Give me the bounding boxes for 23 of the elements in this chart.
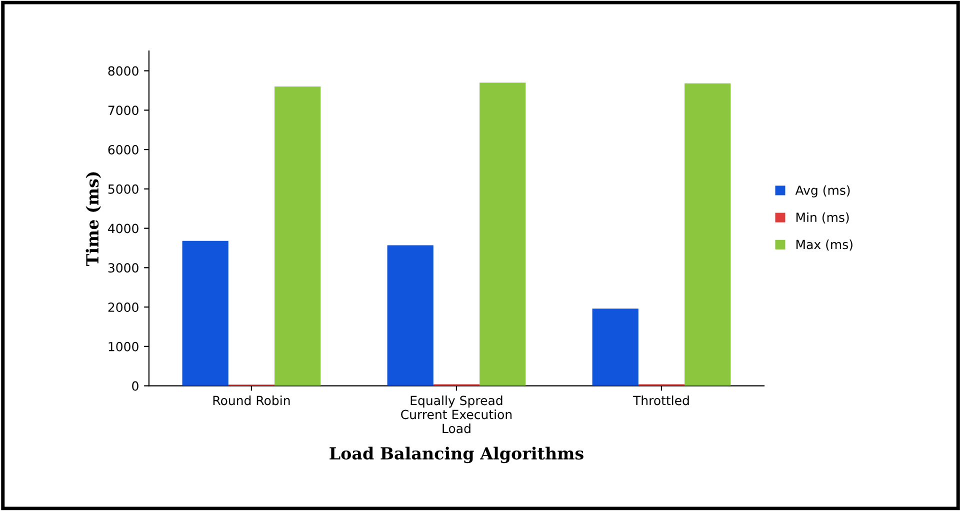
y-tick-label: 2000 [108,302,138,312]
y-tick-label: 7000 [108,106,138,116]
bar [592,308,638,386]
y-tick-label: 8000 [108,66,138,76]
y-tick-label: 5000 [108,184,138,194]
legend-label: Min (ms) [796,212,849,224]
bar [274,86,321,386]
x-tick-label: Equally Spread Current Execution Load [401,396,512,434]
bar [182,240,228,386]
legend-label: Avg (ms) [795,185,850,198]
y-tick-label: 4000 [108,224,138,234]
y-tick-label: 6000 [108,145,138,154]
y-tick-label: 3000 [108,263,138,273]
y-tick-label: 0 [132,381,138,391]
bar [387,245,434,386]
legend-label: Max (ms) [796,240,852,251]
y-tick-label: 1000 [108,342,138,352]
x-axis-title: Load Balancing Algorithms [330,446,584,464]
x-tick-label: Round Robin [213,396,290,406]
bar [480,82,526,386]
x-tick-label: Throttled [632,396,689,406]
bar [684,83,731,386]
y-axis-title: Time (ms) [86,172,101,266]
